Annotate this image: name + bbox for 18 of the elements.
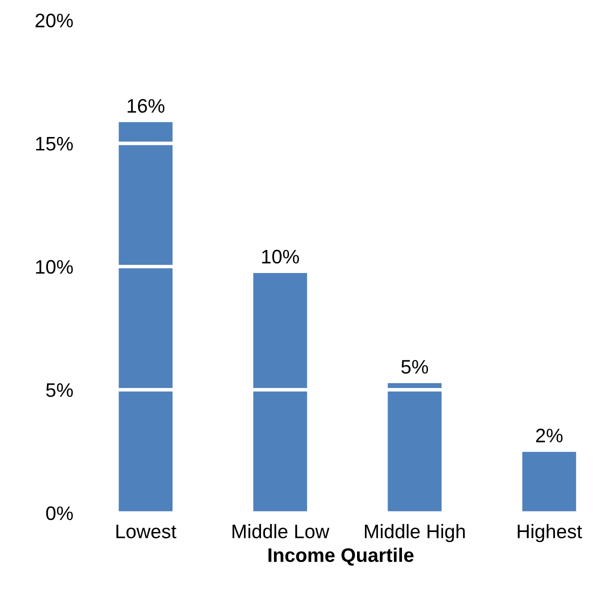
x-tick-label: Middle High xyxy=(364,524,465,542)
data-label: 10% xyxy=(262,250,299,264)
y-tick-label: 0% xyxy=(46,506,73,520)
bar xyxy=(253,272,308,513)
bar xyxy=(388,383,442,513)
x-axis-title: Income Quartile xyxy=(268,548,414,566)
y-tick-label: 5% xyxy=(46,383,73,397)
bar xyxy=(522,452,576,513)
y-tick-label: 10% xyxy=(36,260,73,274)
data-label: 5% xyxy=(401,360,428,374)
bar xyxy=(118,122,173,513)
y-tick-label: 20% xyxy=(36,14,73,28)
x-tick-label: Highest xyxy=(518,524,582,542)
x-tick-label: Lowest xyxy=(116,524,176,538)
x-tick-label: Middle Low xyxy=(232,524,330,538)
data-label: 2% xyxy=(536,428,563,442)
data-label: 16% xyxy=(128,99,164,113)
y-tick-label: 15% xyxy=(36,136,73,151)
